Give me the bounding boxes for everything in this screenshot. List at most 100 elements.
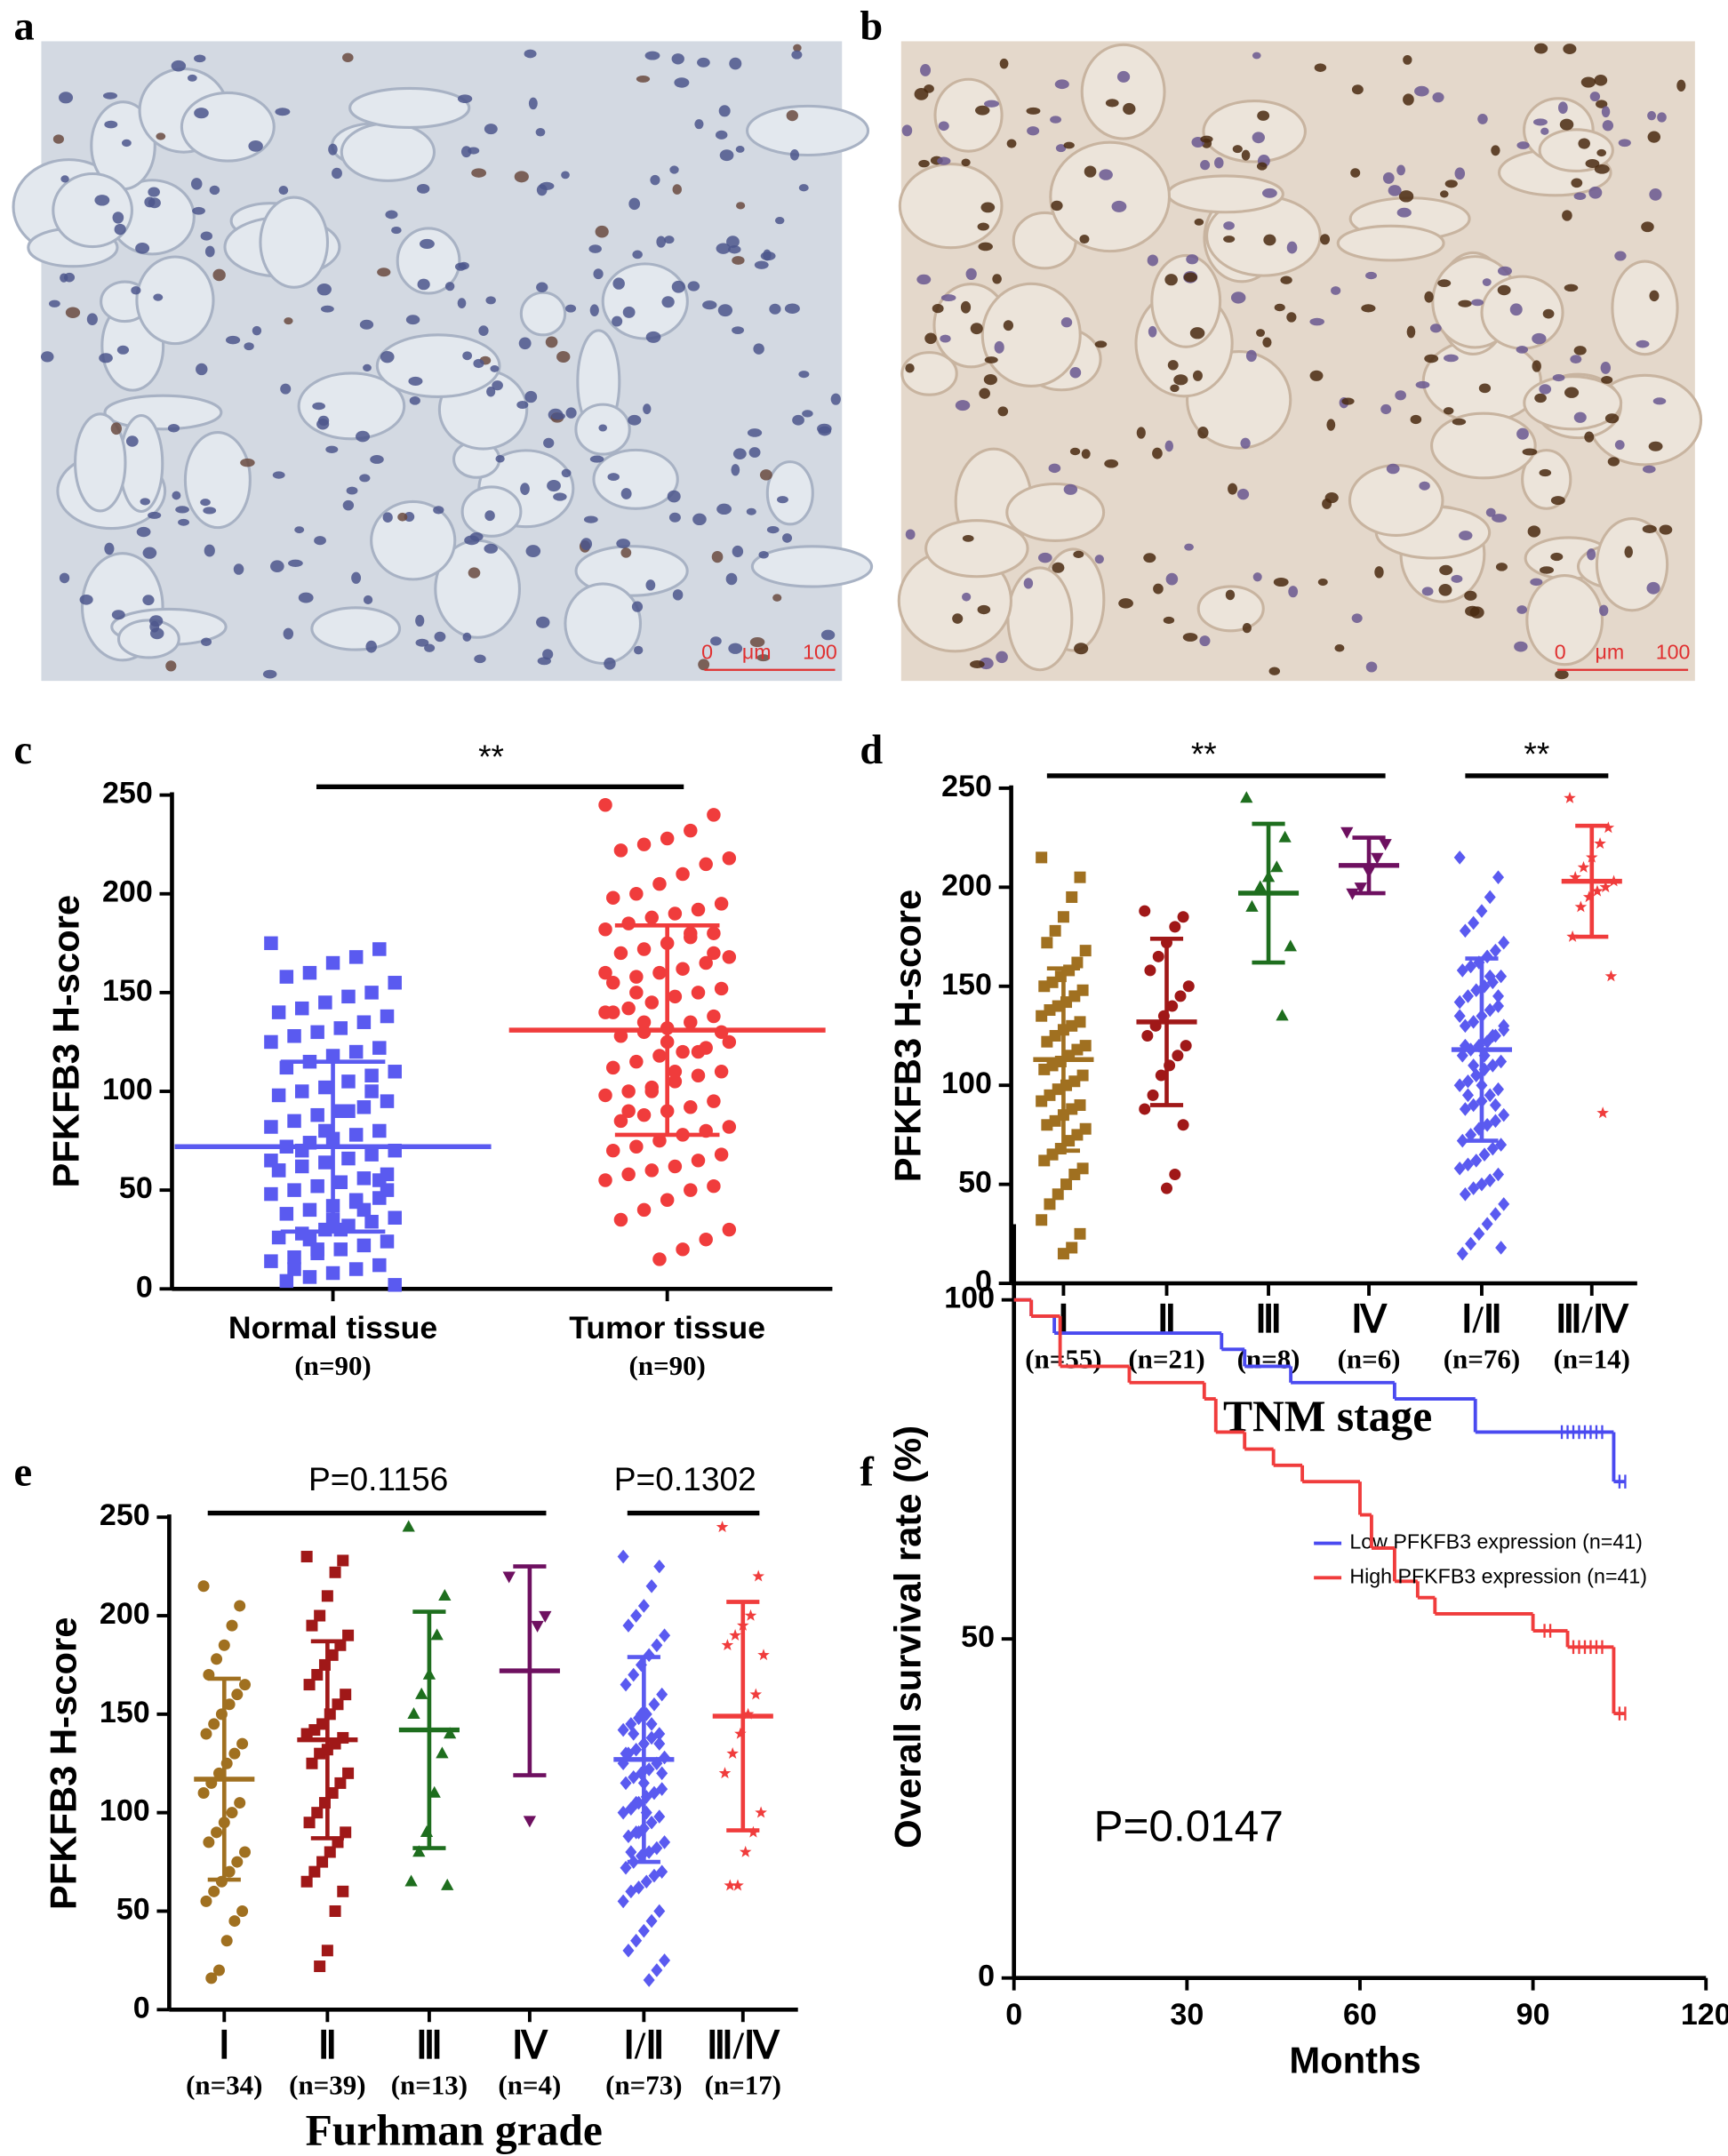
nucleus <box>598 424 608 432</box>
nucleus <box>999 58 1009 69</box>
point <box>726 1747 739 1759</box>
nucleus <box>462 632 472 642</box>
nucleus <box>793 44 802 52</box>
nucleus <box>1516 427 1529 440</box>
nucleus <box>1386 463 1400 475</box>
y-tick-label: 100 <box>944 1282 995 1315</box>
nucleus <box>1163 616 1175 624</box>
point <box>1486 1028 1499 1043</box>
y-axis-label: PFKFB3 H-score <box>42 1617 84 1910</box>
nucleus <box>1286 312 1297 323</box>
nucleus <box>1438 583 1452 596</box>
nucleus <box>774 217 785 225</box>
point <box>356 1171 372 1186</box>
y-tick-label: 150 <box>941 968 992 1002</box>
point <box>1038 1063 1051 1075</box>
point <box>342 1629 355 1641</box>
point <box>656 1687 668 1702</box>
point <box>380 1009 395 1024</box>
nucleus <box>1516 141 1530 149</box>
nucleus <box>1580 76 1596 88</box>
nucleus <box>1256 329 1266 337</box>
point <box>325 1049 340 1063</box>
point <box>1599 881 1612 893</box>
point <box>314 1747 326 1760</box>
point <box>1152 950 1164 962</box>
nucleus <box>1599 604 1609 617</box>
nucleus <box>484 510 495 522</box>
point <box>436 1746 449 1759</box>
nucleus <box>525 545 541 557</box>
nucleus <box>1424 291 1434 303</box>
nucleus <box>342 499 355 511</box>
nucleus <box>1170 384 1180 393</box>
point <box>372 1123 387 1138</box>
nucleus <box>1388 185 1402 196</box>
point <box>660 1193 675 1207</box>
nucleus <box>1116 70 1131 83</box>
point <box>1489 1207 1501 1221</box>
tubule <box>375 333 501 398</box>
nucleus <box>1341 397 1355 405</box>
tubule <box>592 448 679 510</box>
point <box>348 1262 364 1276</box>
point <box>1079 945 1092 957</box>
point <box>1495 1054 1508 1069</box>
nucleus <box>471 168 487 178</box>
nucleus <box>551 412 565 420</box>
point <box>668 1074 683 1089</box>
x-tick-label: Ⅰ/Ⅱ <box>1461 1298 1502 1341</box>
point <box>1498 1197 1510 1211</box>
nucleus <box>545 336 558 348</box>
point <box>620 1677 632 1692</box>
nucleus <box>1232 145 1243 154</box>
nucleus <box>1111 200 1127 212</box>
point <box>1484 1173 1496 1187</box>
point <box>302 965 317 980</box>
y-tick-label: 0 <box>975 1265 992 1298</box>
point <box>621 1167 636 1182</box>
point <box>617 1894 629 1909</box>
point <box>722 851 737 866</box>
point <box>356 1100 372 1114</box>
point <box>1057 1248 1069 1260</box>
point <box>629 887 644 901</box>
point <box>1486 1058 1499 1073</box>
point <box>326 1786 339 1800</box>
point <box>613 1114 628 1129</box>
nucleus <box>225 335 241 345</box>
point <box>348 1193 364 1207</box>
nucleus <box>416 183 430 194</box>
y-tick-label: 250 <box>941 770 992 803</box>
point <box>1470 983 1483 998</box>
nucleus <box>1314 63 1327 72</box>
nucleus <box>495 454 505 463</box>
point <box>1473 1226 1485 1242</box>
point <box>1470 1154 1483 1168</box>
point <box>1453 1078 1466 1093</box>
point <box>294 1001 309 1016</box>
nucleus <box>1317 578 1328 587</box>
point <box>1459 1018 1471 1034</box>
nucleus <box>204 544 215 557</box>
point <box>341 1104 356 1118</box>
point <box>341 989 356 1004</box>
point <box>668 1065 683 1079</box>
point <box>714 897 729 911</box>
point <box>1461 989 1474 1003</box>
nucleus <box>1614 440 1625 451</box>
point <box>205 1972 218 1984</box>
nucleus <box>1186 254 1199 265</box>
point <box>660 831 675 846</box>
point <box>653 1809 666 1824</box>
nucleus <box>1167 360 1179 371</box>
nucleus <box>817 423 832 434</box>
nucleus <box>732 256 745 265</box>
nucleus <box>1604 413 1620 424</box>
point <box>1036 1214 1048 1226</box>
y-tick-label: 250 <box>100 1498 150 1532</box>
point <box>622 1944 635 1958</box>
panel-label: b <box>860 4 883 50</box>
point <box>1354 882 1367 895</box>
point <box>231 1689 244 1701</box>
